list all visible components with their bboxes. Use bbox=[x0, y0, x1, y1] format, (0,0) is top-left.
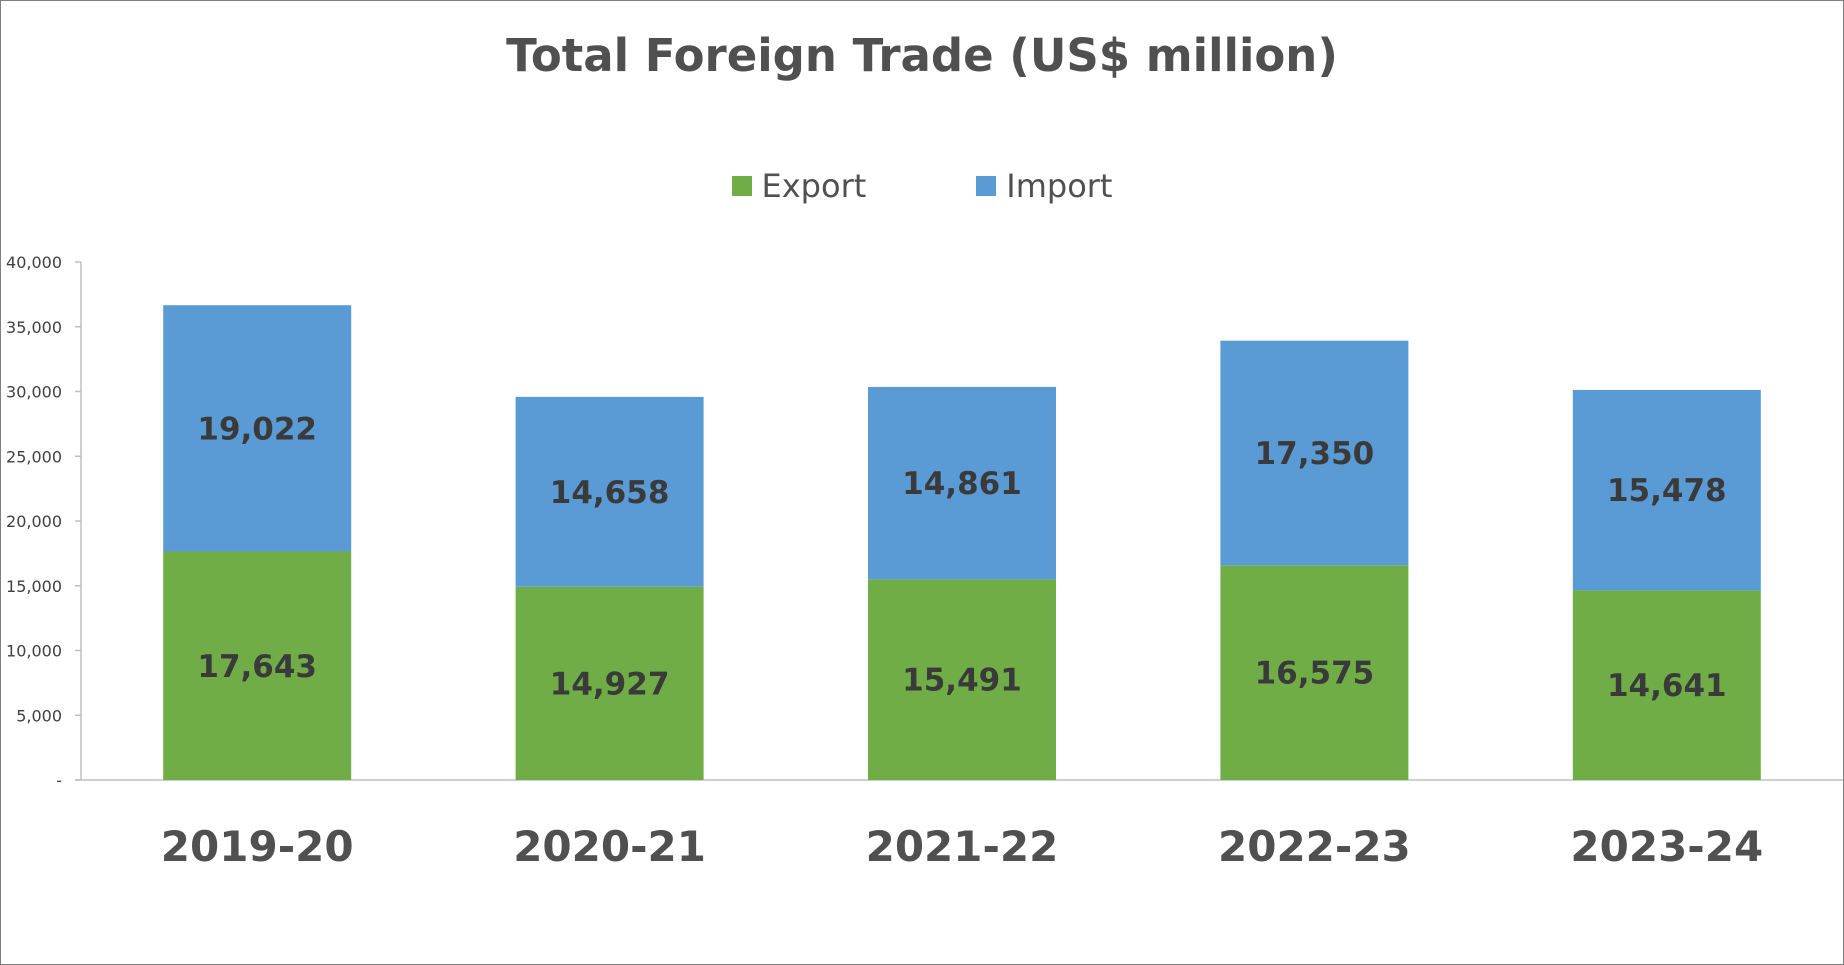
legend-item-export: Export bbox=[731, 167, 867, 205]
x-tick-label: 2019-20 bbox=[161, 822, 354, 871]
legend: Export Import bbox=[1, 167, 1843, 205]
data-label-export: 15,491 bbox=[902, 663, 1022, 699]
legend-label-export: Export bbox=[761, 167, 867, 205]
bar-import-2019-20 bbox=[163, 305, 352, 552]
bar-export-2022-23 bbox=[1220, 565, 1409, 780]
data-label-export: 17,643 bbox=[197, 649, 317, 685]
y-tick-label: 35,000 bbox=[6, 318, 62, 337]
bar-import-2023-24 bbox=[1572, 389, 1761, 591]
y-tick-label: 25,000 bbox=[6, 447, 62, 466]
data-label-import: 17,350 bbox=[1255, 436, 1375, 472]
y-tick-label: 30,000 bbox=[6, 383, 62, 402]
x-tick-label: 2021-22 bbox=[866, 822, 1059, 871]
y-tick-label: 10,000 bbox=[6, 642, 62, 661]
y-tick-label: 20,000 bbox=[6, 512, 62, 531]
chart-title: Total Foreign Trade (US$ million) bbox=[506, 29, 1338, 82]
legend-swatch-export bbox=[731, 176, 752, 196]
y-tick-label: 40,000 bbox=[6, 253, 62, 272]
bar-import-2021-22 bbox=[868, 386, 1056, 580]
bar-export-2020-21 bbox=[515, 586, 704, 780]
legend-swatch-import bbox=[976, 176, 997, 196]
data-label-export: 14,641 bbox=[1607, 668, 1727, 704]
legend-item-import: Import bbox=[976, 167, 1112, 205]
y-tick-label: 15,000 bbox=[6, 577, 62, 596]
legend-label-import: Import bbox=[1006, 167, 1113, 205]
x-tick-label: 2023-24 bbox=[1570, 822, 1763, 871]
bar-export-2021-22 bbox=[868, 579, 1056, 780]
x-tick-label: 2022-23 bbox=[1218, 822, 1411, 871]
bar-export-2023-24 bbox=[1572, 590, 1761, 780]
y-tick-label: 5,000 bbox=[16, 706, 62, 725]
bar-export-2019-20 bbox=[163, 551, 352, 780]
data-label-import: 19,022 bbox=[197, 411, 317, 447]
bar-import-2020-21 bbox=[515, 396, 704, 587]
data-label-export: 14,927 bbox=[550, 666, 670, 702]
data-label-import: 14,861 bbox=[902, 466, 1022, 502]
data-label-import: 15,478 bbox=[1607, 473, 1727, 509]
data-label-export: 16,575 bbox=[1255, 656, 1375, 692]
y-tick-label: - bbox=[56, 771, 62, 790]
data-label-import: 14,658 bbox=[550, 475, 670, 511]
x-tick-label: 2020-21 bbox=[513, 822, 706, 871]
bar-import-2022-23 bbox=[1220, 340, 1409, 566]
